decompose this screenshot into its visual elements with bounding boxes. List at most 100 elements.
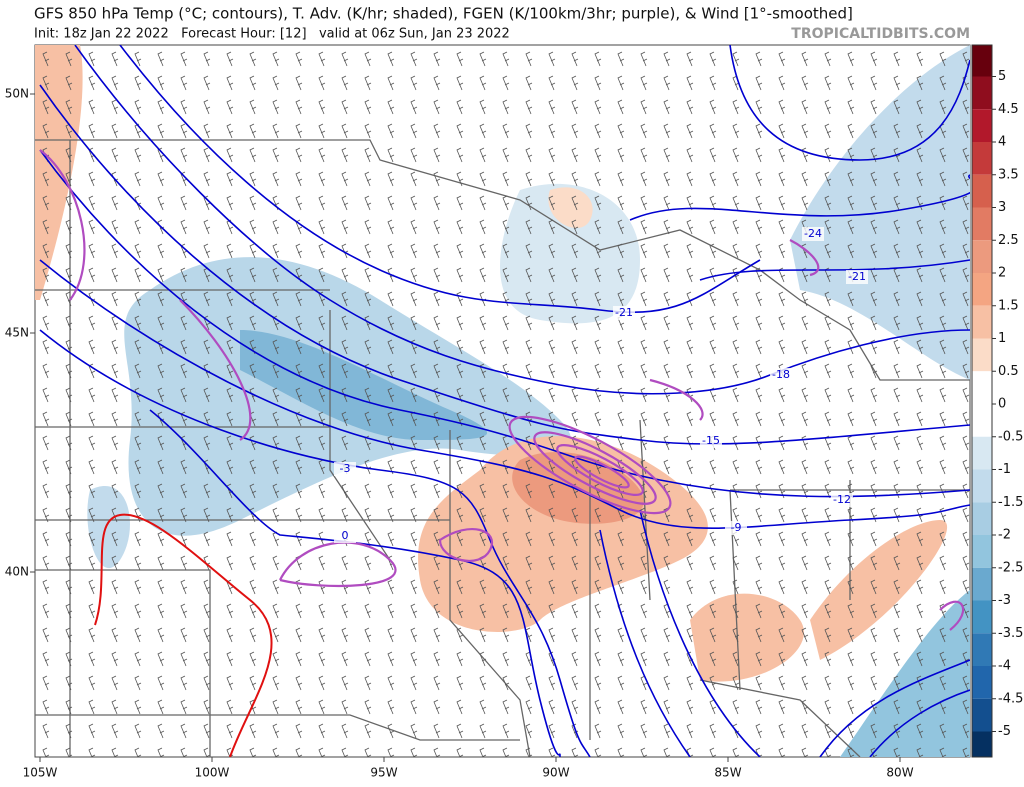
wind-barb bbox=[456, 267, 464, 283]
wind-barb bbox=[962, 531, 970, 547]
wind-barb bbox=[364, 123, 372, 139]
lon-label: 100W bbox=[195, 766, 230, 780]
wind-barb bbox=[640, 267, 648, 283]
wind-barb bbox=[525, 579, 533, 595]
wind-barb bbox=[916, 387, 924, 403]
contour-label: -12 bbox=[833, 493, 851, 506]
wind-barb bbox=[617, 627, 625, 643]
colorbar-frame bbox=[971, 44, 993, 758]
wind-barb bbox=[893, 147, 901, 163]
wind-barb bbox=[686, 363, 694, 379]
wind-barb bbox=[824, 387, 832, 403]
wind-barb bbox=[778, 723, 786, 739]
wind-barb bbox=[272, 99, 280, 115]
wind-barb bbox=[88, 651, 96, 667]
colorbar-block bbox=[972, 338, 992, 372]
wind-barb bbox=[295, 195, 303, 211]
wind-barb bbox=[778, 603, 786, 619]
wind-barb bbox=[180, 531, 188, 547]
wind-barb bbox=[157, 747, 165, 757]
wind-barb bbox=[226, 531, 234, 547]
contour bbox=[39, 149, 970, 498]
wind-barb bbox=[755, 723, 763, 739]
wind-barb bbox=[870, 435, 878, 451]
wind-barb bbox=[640, 675, 648, 691]
wind-barb bbox=[364, 267, 372, 283]
wind-barb bbox=[686, 507, 694, 523]
wind-barb bbox=[893, 699, 901, 715]
wind-barb bbox=[939, 555, 947, 571]
colorbar-label: 3 bbox=[998, 200, 1006, 215]
wind-barb bbox=[870, 75, 878, 91]
wind-barb bbox=[42, 363, 50, 379]
wind-barb bbox=[364, 531, 372, 547]
wind-barb bbox=[203, 195, 211, 211]
wind-barb bbox=[571, 507, 579, 523]
wind-barb bbox=[65, 99, 73, 115]
wind-barb bbox=[249, 459, 257, 475]
wind-barb bbox=[387, 675, 395, 691]
wind-barb bbox=[847, 75, 855, 91]
wind-barb bbox=[962, 147, 970, 163]
wind-barb bbox=[42, 51, 50, 67]
wind-barb bbox=[801, 459, 809, 475]
wind-barb bbox=[939, 531, 947, 547]
wind-barb bbox=[157, 435, 165, 451]
contour-label-bg bbox=[613, 306, 635, 320]
wind-barb bbox=[157, 699, 165, 715]
wind-barb bbox=[203, 411, 211, 427]
wind-barb bbox=[847, 675, 855, 691]
wind-barb bbox=[709, 99, 717, 115]
wind-barb bbox=[387, 243, 395, 259]
wind-barb bbox=[709, 579, 717, 595]
wind-barb bbox=[640, 339, 648, 355]
colorbar-block bbox=[972, 600, 992, 634]
wind-barb bbox=[732, 675, 740, 691]
wind-barb bbox=[479, 531, 487, 547]
wind-barb bbox=[134, 339, 142, 355]
wind-barb bbox=[663, 219, 671, 235]
wind-barb bbox=[548, 699, 556, 715]
wind-barb bbox=[318, 603, 326, 619]
wind-barb bbox=[893, 75, 901, 91]
wind-barb bbox=[111, 723, 119, 739]
wind-barb bbox=[295, 75, 303, 91]
contour bbox=[74, 45, 970, 395]
wind-barb bbox=[364, 675, 372, 691]
wind-barb bbox=[111, 363, 119, 379]
wind-barb bbox=[433, 579, 441, 595]
wind-barb bbox=[203, 579, 211, 595]
wind-barb bbox=[824, 339, 832, 355]
wind-barb bbox=[732, 627, 740, 643]
wind-barb bbox=[387, 459, 395, 475]
wind-barb bbox=[939, 219, 947, 235]
wind-barb bbox=[203, 51, 211, 67]
wind-barb bbox=[111, 195, 119, 211]
lon-label: 105W bbox=[23, 766, 58, 780]
wind-barb bbox=[571, 579, 579, 595]
wind-barb bbox=[548, 627, 556, 643]
colorbar-label: 2 bbox=[998, 266, 1006, 281]
wind-barb bbox=[824, 579, 832, 595]
wind-barb bbox=[870, 411, 878, 427]
wind-barb bbox=[525, 363, 533, 379]
wind-barb bbox=[594, 603, 602, 619]
wind-barb bbox=[594, 531, 602, 547]
wind-barb bbox=[433, 291, 441, 307]
wind-barb bbox=[479, 339, 487, 355]
wind-barb bbox=[686, 51, 694, 67]
wind-barb bbox=[548, 747, 556, 757]
fgen bbox=[39, 149, 965, 631]
wind-barb bbox=[801, 387, 809, 403]
wind-barb bbox=[249, 483, 257, 499]
wind-barb bbox=[157, 531, 165, 547]
wind-barb bbox=[226, 675, 234, 691]
wind-barb bbox=[686, 219, 694, 235]
wind-barb bbox=[732, 147, 740, 163]
wind-barb bbox=[479, 123, 487, 139]
wind-barb bbox=[916, 315, 924, 331]
wind-barb bbox=[824, 603, 832, 619]
warm-advection bbox=[690, 593, 804, 682]
wind-barb bbox=[42, 627, 50, 643]
colorbar-label: 2.5 bbox=[998, 233, 1019, 248]
